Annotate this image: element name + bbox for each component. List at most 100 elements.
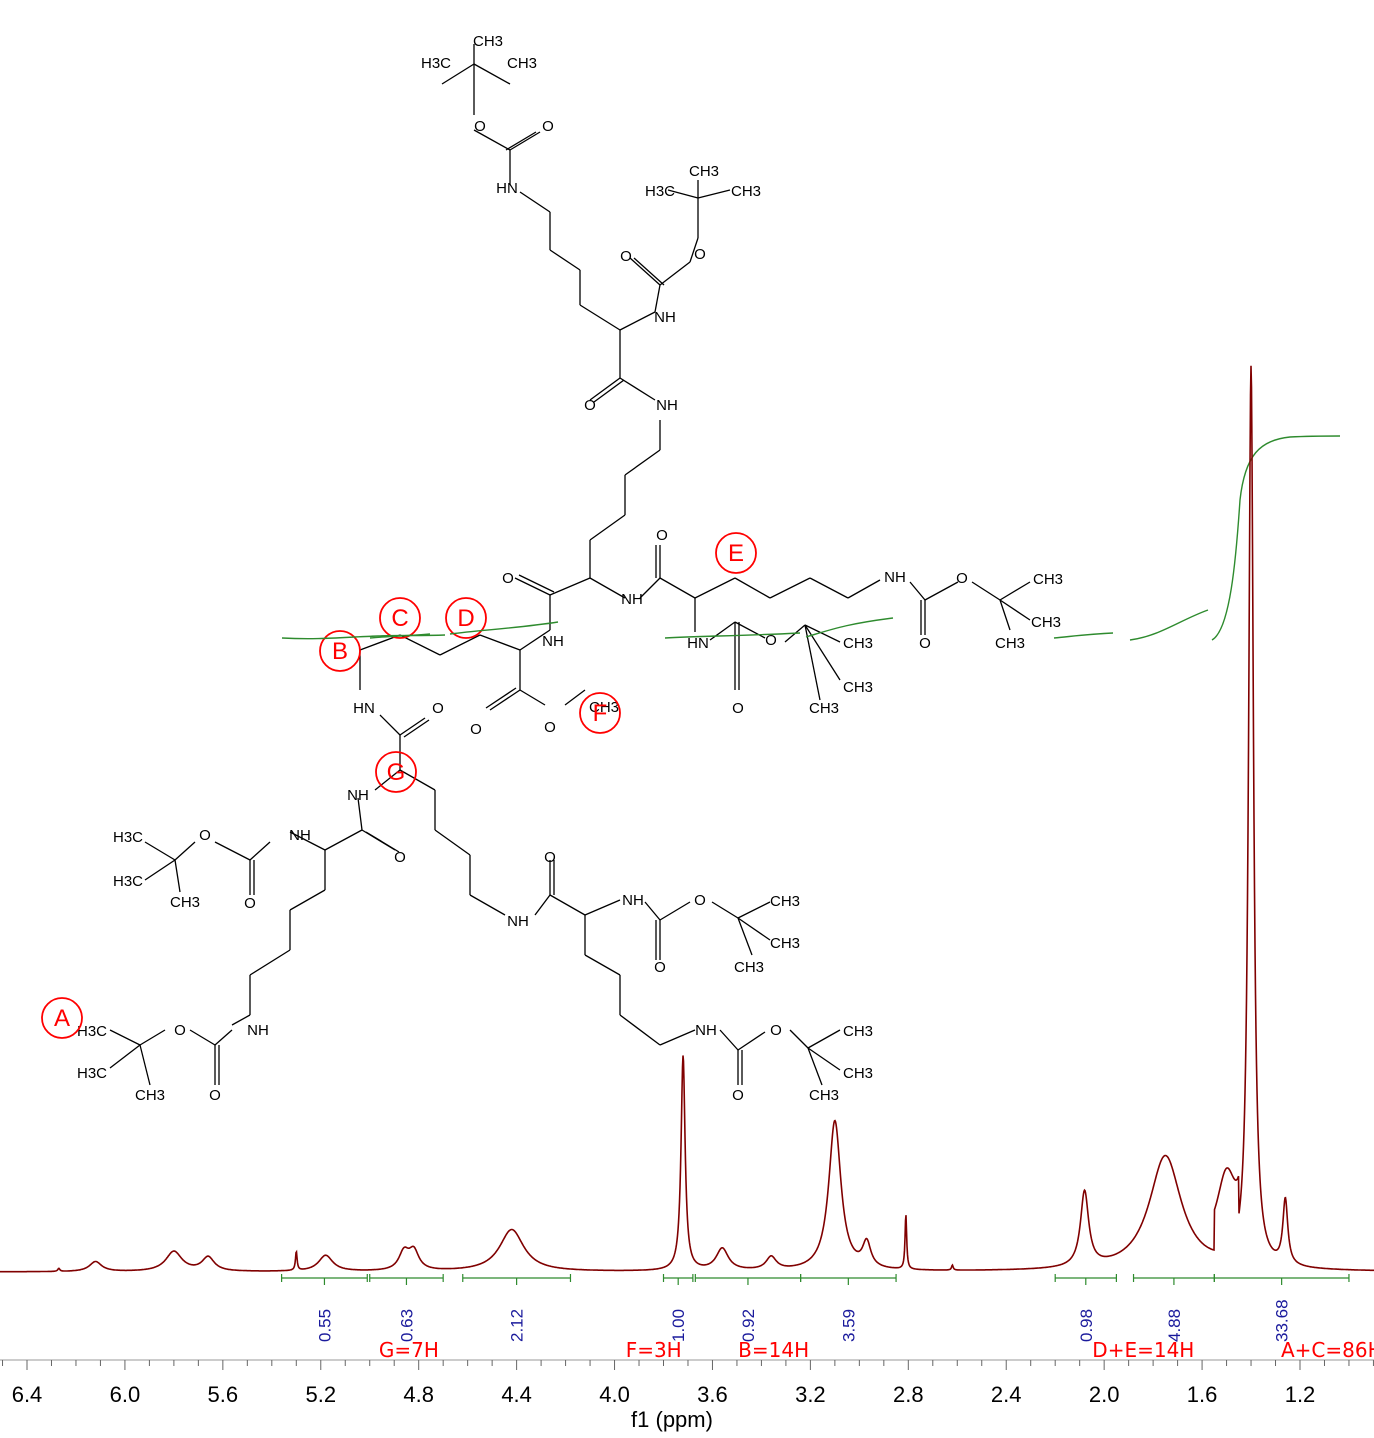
bond [644, 901, 661, 921]
atom-label: CH3 [689, 163, 719, 180]
atom-label: O [174, 1022, 186, 1039]
x-tick-label: 2.4 [991, 1382, 1022, 1407]
bond [719, 1029, 739, 1051]
atom-label: CH3 [589, 699, 619, 716]
integral-curve [281, 634, 446, 640]
integral-curve [1053, 632, 1114, 639]
atom-label: NH [622, 892, 644, 909]
atom-label: O [394, 849, 406, 866]
x-tick-label: 1.2 [1285, 1382, 1316, 1407]
bond [519, 629, 551, 651]
atom-label: CH3 [731, 183, 761, 200]
bond [214, 1029, 233, 1046]
bond [589, 514, 626, 541]
atom-label: O [542, 118, 554, 135]
integral-curve [1211, 435, 1341, 641]
bond [249, 949, 291, 976]
atom-label: O [544, 719, 556, 736]
atom-label: NH [695, 1022, 717, 1039]
atom-label: O [620, 248, 632, 265]
bond [709, 621, 736, 641]
atom-label: CH3 [809, 1087, 839, 1104]
bond [804, 624, 821, 701]
bond [737, 917, 753, 956]
atom-label: NH [884, 569, 906, 586]
integral-curve [369, 633, 431, 639]
atom-label: O [474, 118, 486, 135]
bond [639, 577, 661, 599]
bond [807, 1029, 841, 1049]
assignment-label: F=3H [626, 1338, 682, 1362]
bond [593, 379, 625, 403]
bond [379, 714, 401, 736]
proton-label-g: G [387, 759, 406, 786]
atom-label: O [694, 246, 706, 263]
bond [807, 1047, 841, 1071]
bond [139, 1044, 151, 1086]
atom-label: O [694, 892, 706, 909]
bond [999, 581, 1031, 601]
bond [505, 131, 537, 151]
atom-label: NH [656, 397, 678, 414]
bond [324, 829, 363, 851]
bond [971, 581, 1001, 601]
integral-curves [281, 435, 1341, 641]
bond [439, 634, 481, 656]
atom-label: O [544, 849, 556, 866]
bond [624, 449, 661, 476]
bond [534, 894, 551, 916]
atom-label: O [956, 570, 968, 587]
x-tick-label: 6.4 [12, 1382, 43, 1407]
x-tick-label: 4.8 [403, 1382, 434, 1407]
bond [509, 131, 541, 151]
integral-regions: 0.55 0.63 2.12 1.00 0.92 3.59 0.98 4.88 33.68 [281, 1274, 1350, 1342]
atom-label: O [470, 721, 482, 738]
bond [109, 1044, 141, 1069]
label-circle [319, 630, 361, 672]
atom-label: O [656, 527, 668, 544]
x-tick-label: 4.4 [501, 1382, 532, 1407]
integral-value: 3.59 [839, 1309, 858, 1342]
bond [589, 377, 621, 401]
bond [589, 577, 626, 599]
bond [469, 894, 506, 916]
x-tick-label: 5.6 [208, 1382, 239, 1407]
atom-label: NH [621, 591, 643, 608]
bond [399, 769, 436, 791]
bond [518, 574, 555, 593]
atom-label: CH3 [843, 635, 873, 652]
assignment-label: B=14H [738, 1338, 809, 1362]
bond [434, 829, 471, 856]
bond [629, 257, 661, 286]
atom-label: NH [542, 633, 564, 650]
bond [357, 797, 363, 831]
atom-label: CH3 [809, 700, 839, 717]
bond [737, 917, 771, 941]
atom-label: O [502, 570, 514, 587]
bond [619, 1014, 661, 1046]
atom-label: CH3 [473, 33, 503, 50]
x-tick-label: 6.0 [110, 1382, 141, 1407]
bond [399, 634, 441, 656]
integral-value: 0.92 [739, 1309, 758, 1342]
integral-value: 0.55 [315, 1309, 334, 1342]
atom-label: CH3 [507, 55, 537, 72]
bond [659, 901, 691, 921]
bond [659, 1029, 696, 1046]
atom-label: HN [687, 635, 709, 652]
bond [667, 189, 699, 199]
atom-label: O [584, 397, 596, 414]
integral-curve [805, 617, 894, 638]
atom-label: H3C [421, 55, 451, 72]
atom-label: CH3 [135, 1087, 165, 1104]
molecular-structure: CH3 H3C CH3 O O HN CH3 H3C CH3 O O NH O NH O NH O NH NH O CH… [41, 33, 1063, 1104]
proton-label-d: D [457, 605, 474, 632]
bond [804, 624, 841, 643]
label-circle [375, 751, 417, 793]
atom-label: HN [496, 180, 518, 197]
bond [485, 687, 517, 709]
bond [909, 581, 926, 601]
atom-label: H3C [113, 829, 143, 846]
x-tick-label: 5.2 [305, 1382, 336, 1407]
proton-label-b: B [332, 638, 348, 665]
